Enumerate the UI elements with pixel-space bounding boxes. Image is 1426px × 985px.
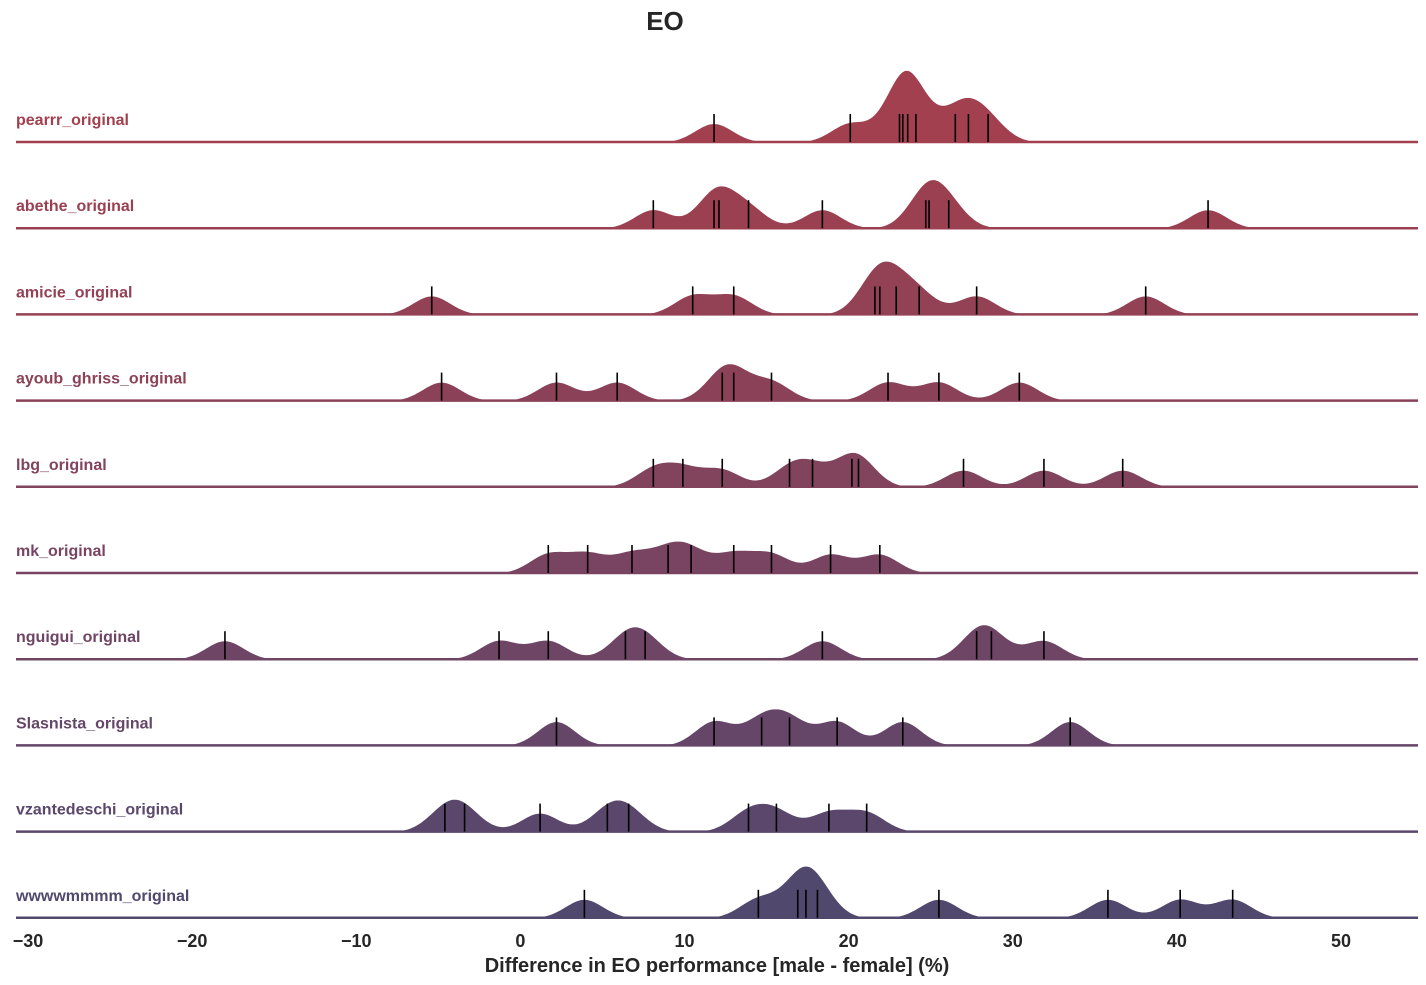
density-ridge — [16, 259, 1418, 316]
series-label: vzantedeschi_original — [16, 802, 183, 819]
x-tick-label: 50 — [1331, 931, 1351, 951]
series-label: amicie_original — [16, 284, 133, 301]
ridgeline-rows: pearrr_original abethe_original amicie_ori… — [15, 69, 1418, 920]
series-label: mk_original — [16, 543, 106, 560]
density-ridge — [16, 451, 1418, 488]
series-label: Slasnista_original — [16, 715, 153, 732]
x-tick-label: −20 — [177, 931, 208, 951]
ridge-row: ayoub_ghriss_original — [16, 362, 1418, 402]
x-tick-label: 10 — [674, 931, 694, 951]
ridge-row: abethe_original — [16, 178, 1418, 230]
ridge-row: mk_original — [16, 539, 1418, 575]
density-ridge — [16, 623, 1418, 660]
series-label: abethe_original — [16, 198, 134, 215]
x-tick-label: 0 — [515, 931, 525, 951]
ridge-row: amicie_original — [16, 259, 1418, 316]
density-ridge — [16, 362, 1418, 402]
series-label: nguigui_original — [16, 629, 140, 646]
density-ridge — [16, 864, 1418, 919]
x-axis-label: Difference in EO performance [male - fem… — [485, 955, 950, 977]
x-tick-label: −30 — [13, 931, 44, 951]
ridge-row: wwwwmmmm_original — [15, 864, 1418, 920]
ridge-row: pearrr_original — [16, 69, 1418, 144]
series-label: wwwwmmmm_original — [15, 888, 189, 905]
chart-title: EO — [646, 6, 684, 36]
ridge-row: Slasnista_original — [16, 707, 1418, 747]
ridge-row: nguigui_original — [16, 623, 1418, 661]
x-tick-label: −10 — [341, 931, 372, 951]
density-ridge — [16, 69, 1418, 143]
density-ridge — [16, 539, 1418, 574]
series-label: lbg_original — [16, 457, 107, 474]
x-tick-label: 40 — [1167, 931, 1187, 951]
ridge-row: vzantedeschi_original — [16, 798, 1418, 833]
x-axis-ticks: −30 −20 −10 0 10 20 30 40 50 — [13, 931, 1351, 951]
density-ridge — [16, 707, 1418, 747]
density-ridge — [16, 798, 1418, 833]
x-tick-label: 30 — [1003, 931, 1023, 951]
x-tick-label: 20 — [839, 931, 859, 951]
series-label: ayoub_ghriss_original — [16, 371, 187, 388]
series-label: pearrr_original — [16, 112, 129, 129]
ridge-row: lbg_original — [16, 451, 1418, 489]
